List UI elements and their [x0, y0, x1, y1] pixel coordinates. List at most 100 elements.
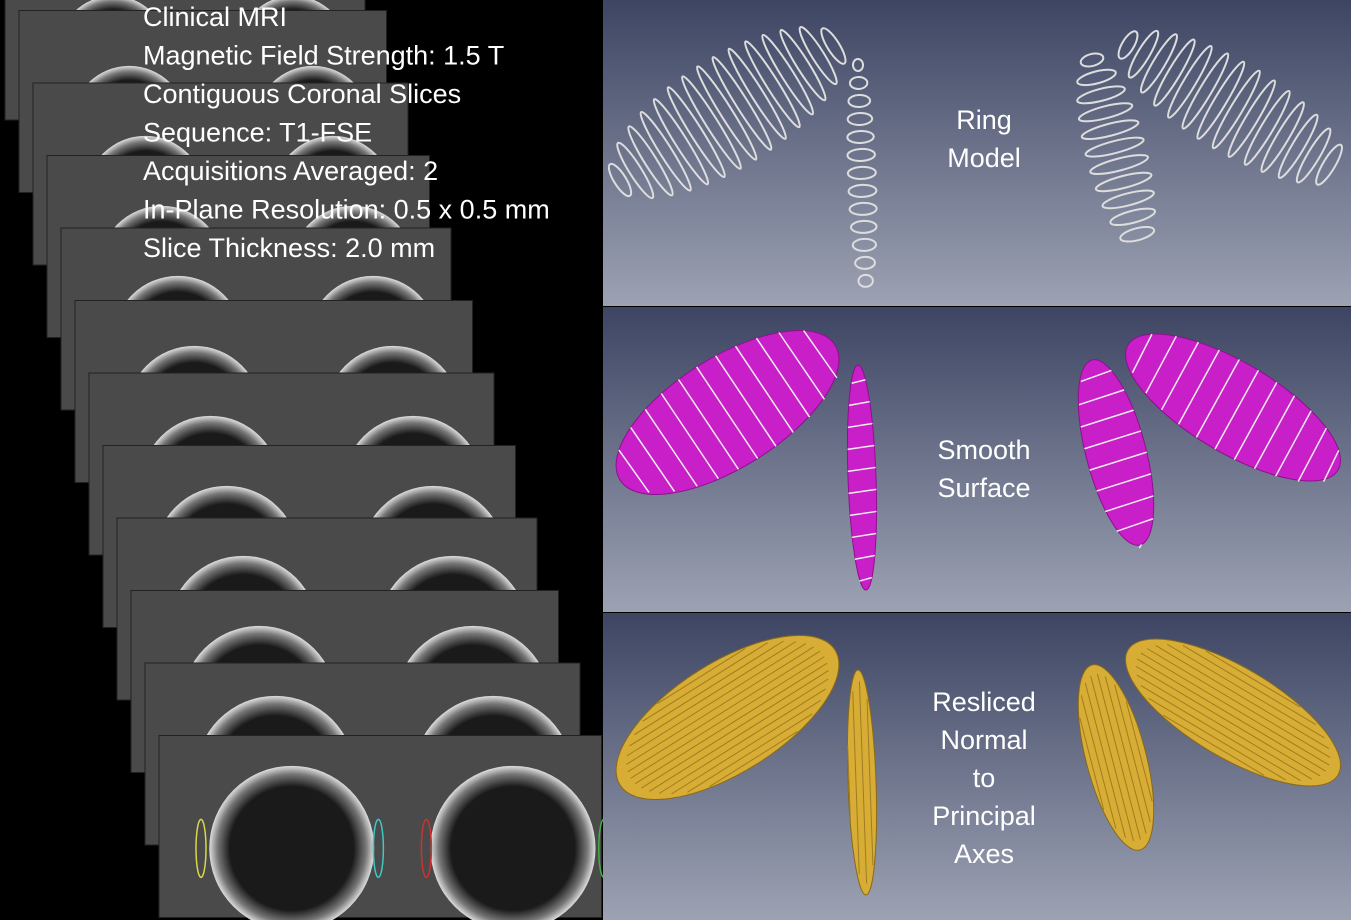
ring-line: [755, 337, 811, 418]
slice-stripe: [1148, 697, 1286, 781]
ring-line: [1253, 395, 1296, 470]
ring: [652, 98, 710, 186]
slice-stripe: [1136, 674, 1313, 780]
ring: [639, 110, 692, 192]
surface: [1077, 359, 1155, 546]
ring-line: [1080, 409, 1134, 428]
muscle-model: [1125, 638, 1341, 787]
ring: [1315, 143, 1343, 186]
info-line: Acquisitions Averaged: 2: [143, 156, 438, 186]
slice-stripe: [1096, 673, 1141, 840]
slice-stripe: [847, 745, 851, 821]
slice-stripe: [1079, 717, 1105, 810]
ring-line: [714, 355, 777, 447]
ring-line: [1214, 369, 1260, 450]
panel-label: to: [973, 763, 996, 793]
panel-label: Smooth: [937, 435, 1030, 465]
slice-stripe: [1080, 695, 1117, 829]
ring: [849, 219, 878, 234]
ring-line: [1322, 450, 1340, 482]
muscle-model: [846, 364, 878, 591]
slice-stripe: [1114, 684, 1151, 822]
slice-stripe: [858, 681, 868, 884]
panel-label: Model: [947, 143, 1021, 173]
slice-stripe: [634, 662, 828, 785]
panel-label: Surface: [937, 473, 1030, 503]
info-line: Contiguous Coronal Slices: [143, 79, 461, 109]
slice-stripe: [852, 691, 860, 875]
ring: [1109, 207, 1157, 227]
ring-line: [677, 379, 740, 470]
mri-slice: [158, 735, 610, 920]
ring: [851, 58, 865, 72]
orbit: [430, 765, 596, 920]
muscle-model: [1077, 359, 1155, 549]
slice-stripe: [629, 641, 797, 747]
ring-line: [778, 332, 826, 400]
ring: [846, 165, 877, 180]
ring: [1076, 85, 1126, 105]
slice-stripe: [687, 713, 813, 793]
panel-label: Ring: [956, 105, 1012, 135]
ring-line: [803, 330, 838, 379]
info-line: Clinical MRI: [143, 2, 287, 32]
ring: [798, 26, 838, 86]
ring: [1181, 52, 1230, 130]
ring-line: [1195, 359, 1240, 438]
ring-line: [1078, 389, 1125, 406]
muscle-model: [846, 669, 878, 896]
ring: [666, 86, 726, 179]
slice-stripe: [1166, 643, 1325, 739]
ring-line: [1116, 518, 1154, 533]
slice-stripe: [1140, 652, 1330, 766]
ring: [1260, 101, 1305, 173]
ring-line: [630, 427, 676, 493]
ring: [1227, 79, 1277, 158]
slice-stripe: [633, 640, 784, 736]
muscle-model: [1076, 52, 1157, 243]
muscle-outline: [420, 818, 433, 879]
ring: [1167, 45, 1213, 119]
surface: [846, 364, 878, 591]
ring-line: [1177, 349, 1220, 425]
slice-stripe: [1162, 714, 1265, 776]
ring: [1153, 38, 1196, 107]
ring: [820, 27, 847, 65]
panel-label: Principal: [932, 801, 1036, 831]
slice-stripe: [709, 730, 798, 788]
acquisition-info: Clinical MRI Magnetic Field Strength: 1.5…: [143, 2, 550, 263]
panel-labels: Ring Model Smooth Surface Resliced Normal to Pr…: [932, 105, 1036, 869]
slice-stripe: [1125, 701, 1153, 802]
ring: [1139, 33, 1178, 94]
ring: [744, 40, 801, 129]
ring-line: [1160, 341, 1200, 411]
panel-label: Resliced: [932, 687, 1036, 717]
ring-line: [1089, 451, 1148, 471]
ring-line: [849, 510, 877, 517]
muscle-model: [615, 634, 840, 801]
info-line: Magnetic Field Strength: 1.5 T: [143, 41, 504, 71]
ring: [1077, 102, 1134, 123]
slice-stripe: [1136, 658, 1327, 772]
muscle-model: [607, 26, 847, 200]
ring: [696, 65, 758, 161]
mri-slices: [4, 0, 610, 920]
ring: [607, 162, 633, 198]
muscle-model: [846, 58, 878, 288]
ring: [854, 255, 876, 270]
ring: [847, 183, 878, 198]
ring: [1211, 69, 1261, 150]
slice-stripe: [626, 646, 814, 765]
ring: [1101, 189, 1155, 210]
ring-line: [1080, 369, 1112, 383]
ring: [1084, 136, 1145, 158]
slice-stripe: [630, 656, 825, 779]
ring-line: [847, 444, 875, 451]
ring-line: [1297, 427, 1328, 482]
ring-line: [644, 408, 698, 487]
ring-line: [1104, 495, 1154, 513]
ring: [1076, 68, 1117, 87]
muscle-model: [1125, 333, 1341, 482]
ring-line: [1275, 410, 1312, 477]
slice-stripe: [657, 647, 746, 705]
